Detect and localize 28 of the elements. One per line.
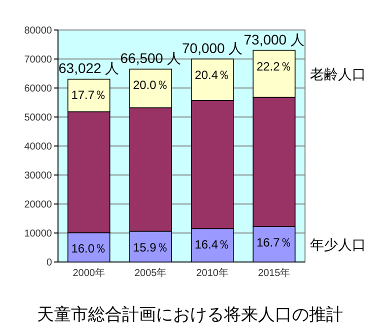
y-tick-label: 30000 xyxy=(24,170,52,182)
y-tick-label: 0 xyxy=(46,258,52,268)
series-label: 老齢人口 xyxy=(310,66,366,82)
annotation: 16.4％ xyxy=(194,238,230,252)
annotation: 20.4％ xyxy=(194,68,230,82)
series-label: 年少人口 xyxy=(310,236,366,252)
annotation: 16.0％ xyxy=(71,242,107,256)
annotation: 16.7％ xyxy=(256,236,292,250)
total-label: 66,500 人 xyxy=(120,50,181,66)
y-tick-label: 60000 xyxy=(24,84,52,94)
y-tick-label: 40000 xyxy=(24,142,52,152)
y-tick-label: 50000 xyxy=(24,112,52,124)
annotation: 22.2％ xyxy=(256,59,292,74)
x-tick-label: 2005年 xyxy=(134,267,167,279)
total-label: 70,000 人 xyxy=(182,40,243,56)
total-label: 73,000 人 xyxy=(244,31,304,48)
x-tick-label: 2015年 xyxy=(258,267,290,279)
y-tick-label: 80000 xyxy=(24,26,52,36)
annotation: 15.9％ xyxy=(132,240,168,254)
y-tick-label: 70000 xyxy=(24,54,52,66)
text: 天童市総合計画における将来人口の推計 xyxy=(37,305,343,324)
annotation: 20.0％ xyxy=(132,78,168,92)
total-label: 63,022 人 xyxy=(58,60,120,76)
y-tick-label: 10000 xyxy=(24,228,52,240)
x-tick-label: 2000年 xyxy=(72,267,105,279)
annotation: 17.7％ xyxy=(71,88,107,102)
y-tick-label: 20000 xyxy=(24,200,52,210)
x-tick-label: 2010年 xyxy=(196,267,228,279)
